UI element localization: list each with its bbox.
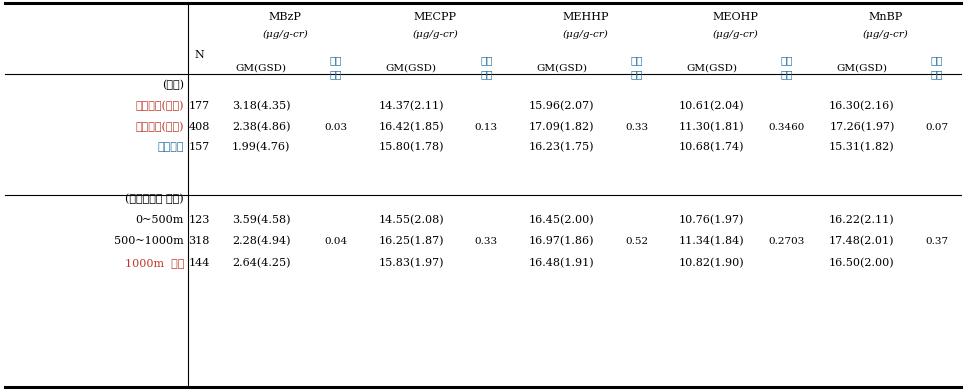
Text: MEOHP: MEOHP	[713, 12, 758, 22]
Text: 0.04: 0.04	[325, 236, 348, 245]
Text: 17.09(1.82): 17.09(1.82)	[528, 122, 594, 132]
Text: (μg/g-cr): (μg/g-cr)	[562, 29, 609, 39]
Text: 14.37(2.11): 14.37(2.11)	[379, 101, 444, 111]
Text: (지역): (지역)	[162, 80, 184, 90]
Text: 유의: 유의	[930, 57, 943, 66]
Text: 17.26(1.97): 17.26(1.97)	[829, 122, 895, 132]
Text: (μg/g-cr): (μg/g-cr)	[713, 29, 758, 39]
Text: 노출지역(시흥): 노출지역(시흥)	[135, 101, 184, 111]
Text: MECPP: MECPP	[413, 12, 457, 22]
Text: (μg/g-cr): (μg/g-cr)	[262, 29, 308, 39]
Text: 10.61(2.04): 10.61(2.04)	[679, 101, 745, 111]
Text: 유의: 유의	[781, 57, 793, 66]
Text: 123: 123	[188, 215, 210, 225]
Text: MnBP: MnBP	[868, 12, 903, 22]
Text: 0.33: 0.33	[625, 122, 648, 131]
Text: 157: 157	[188, 142, 210, 152]
Text: 11.34(1.84): 11.34(1.84)	[679, 236, 745, 246]
Text: 유의: 유의	[330, 57, 342, 66]
Text: 0.33: 0.33	[475, 236, 497, 245]
Text: GM(GSD): GM(GSD)	[686, 64, 737, 73]
Text: 318: 318	[188, 236, 210, 246]
Text: GM(GSD): GM(GSD)	[236, 64, 287, 73]
Text: GM(GSD): GM(GSD)	[385, 64, 437, 73]
Text: (μg/g-cr): (μg/g-cr)	[863, 29, 909, 39]
Text: 유의: 유의	[631, 57, 642, 66]
Text: 3.59(4.58): 3.59(4.58)	[232, 215, 291, 225]
Text: MEHHP: MEHHP	[562, 12, 609, 22]
Text: MBzP: MBzP	[269, 12, 301, 22]
Text: 11.30(1.81): 11.30(1.81)	[679, 122, 745, 132]
Text: 177: 177	[188, 101, 210, 111]
Text: 16.23(1.75): 16.23(1.75)	[528, 142, 594, 152]
Text: 16.30(2.16): 16.30(2.16)	[829, 101, 895, 111]
Text: 15.96(2.07): 15.96(2.07)	[528, 101, 594, 111]
Text: 2.64(4.25): 2.64(4.25)	[232, 258, 291, 268]
Text: 500~1000m: 500~1000m	[114, 236, 184, 246]
Text: 10.76(1.97): 10.76(1.97)	[679, 215, 745, 225]
Text: 10.68(1.74): 10.68(1.74)	[679, 142, 745, 152]
Text: 대조지역: 대조지역	[157, 142, 184, 152]
Text: 수준: 수준	[781, 71, 793, 80]
Text: 15.83(1.97): 15.83(1.97)	[379, 258, 444, 268]
Text: 408: 408	[188, 122, 210, 132]
Text: 수준: 수준	[930, 71, 943, 80]
Text: 수준: 수준	[631, 71, 642, 80]
Text: 수준: 수준	[330, 71, 342, 80]
Text: 0~500m: 0~500m	[135, 215, 184, 225]
Text: (μg/g-cr): (μg/g-cr)	[412, 29, 458, 39]
Text: 14.55(2.08): 14.55(2.08)	[379, 215, 444, 225]
Text: 17.48(2.01): 17.48(2.01)	[829, 236, 895, 246]
Text: 16.45(2.00): 16.45(2.00)	[528, 215, 594, 225]
Text: 16.50(2.00): 16.50(2.00)	[829, 258, 895, 268]
Text: 16.42(1.85): 16.42(1.85)	[379, 122, 444, 132]
Text: 0.03: 0.03	[325, 122, 348, 131]
Text: 16.97(1.86): 16.97(1.86)	[528, 236, 594, 246]
Text: 2.28(4.94): 2.28(4.94)	[232, 236, 291, 246]
Text: 0.3460: 0.3460	[769, 122, 805, 131]
Text: GM(GSD): GM(GSD)	[536, 64, 587, 73]
Text: 0.13: 0.13	[475, 122, 497, 131]
Text: 1.99(4.76): 1.99(4.76)	[232, 142, 290, 152]
Text: GM(GSD): GM(GSD)	[837, 64, 888, 73]
Text: 0.52: 0.52	[625, 236, 648, 245]
Text: 2.38(4.86): 2.38(4.86)	[232, 122, 291, 132]
Text: 0.07: 0.07	[925, 122, 949, 131]
Text: 144: 144	[188, 258, 210, 268]
Text: 15.80(1.78): 15.80(1.78)	[379, 142, 444, 152]
Text: 16.48(1.91): 16.48(1.91)	[528, 258, 594, 268]
Text: (산단주거지 거리): (산단주거지 거리)	[126, 194, 184, 204]
Text: 16.25(1.87): 16.25(1.87)	[379, 236, 444, 246]
Text: 16.22(2.11): 16.22(2.11)	[829, 215, 895, 225]
Text: 0.37: 0.37	[925, 236, 949, 245]
Text: 수준: 수준	[480, 71, 493, 80]
Text: 3.18(4.35): 3.18(4.35)	[232, 101, 291, 111]
Text: 15.31(1.82): 15.31(1.82)	[829, 142, 895, 152]
Text: 1000m  이상: 1000m 이상	[125, 258, 184, 268]
Text: 유의: 유의	[480, 57, 493, 66]
Text: N: N	[194, 50, 204, 60]
Text: 10.82(1.90): 10.82(1.90)	[679, 258, 745, 268]
Text: 0.2703: 0.2703	[769, 236, 805, 245]
Text: 노출지역(안산): 노출지역(안산)	[135, 122, 184, 132]
